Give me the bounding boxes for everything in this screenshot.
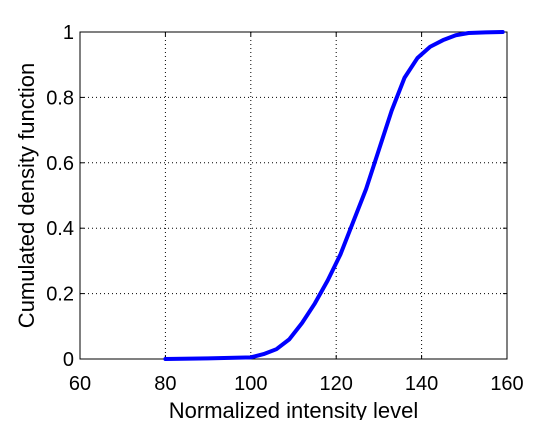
x-axis-label: Normalized intensity level [169, 398, 418, 420]
y-tick-label: 0 [63, 349, 74, 371]
cdf-series-line [163, 30, 505, 361]
y-tick-label: 1 [63, 22, 74, 44]
x-tick-labels: 60 80 100 120 140 160 [69, 373, 524, 395]
x-tick-label: 60 [69, 373, 91, 395]
y-axis-label: Cumulated density function [14, 63, 39, 328]
grid-lines [80, 32, 507, 359]
x-tick-label: 120 [320, 373, 353, 395]
x-tick-label: 100 [234, 373, 267, 395]
x-tick-label: 80 [154, 373, 176, 395]
x-tick-label: 160 [490, 373, 523, 395]
y-tick-label: 0.8 [46, 87, 74, 109]
y-tick-label: 0.4 [46, 218, 74, 240]
y-tick-label: 0.2 [46, 284, 74, 306]
y-tick-label: 0.6 [46, 153, 74, 175]
y-tick-labels: 0 0.2 0.4 0.6 0.8 1 [46, 22, 74, 371]
plot-area-frame [79, 31, 508, 360]
x-tick-label: 140 [405, 373, 438, 395]
data-series [163, 30, 505, 361]
axis-ticks [79, 31, 508, 360]
